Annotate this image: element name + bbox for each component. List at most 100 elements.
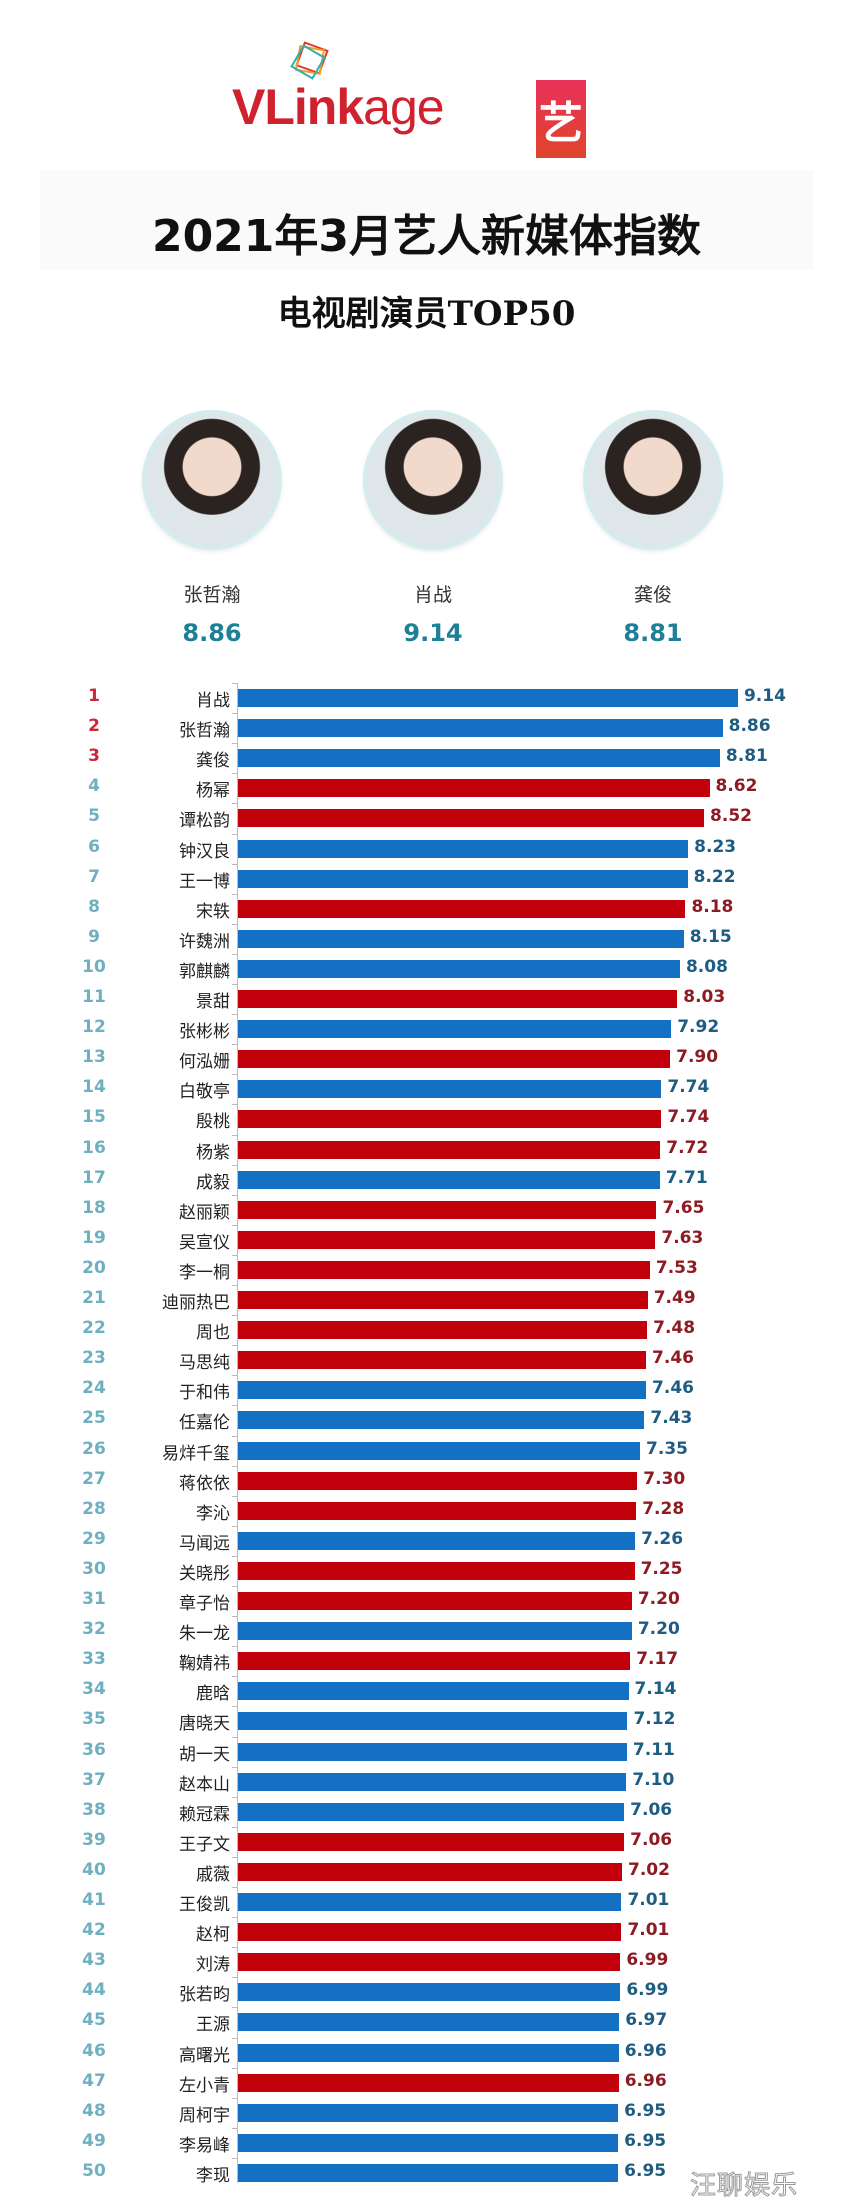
axis-tick: [232, 953, 238, 955]
chart-row: 15 殷桃 7.74: [0, 1104, 853, 1134]
bar: [238, 990, 678, 1008]
rank-number: 46: [82, 2040, 106, 2061]
chart-row: 11 景甜 8.03: [0, 984, 853, 1014]
rank-number: 2: [88, 716, 100, 737]
rank-number: 1: [88, 686, 100, 706]
chart-row: 8 宋轶 8.18: [0, 894, 853, 924]
rank-number: 48: [82, 2100, 106, 2121]
actor-name: 章子怡: [179, 1594, 230, 1614]
value-label: 7.74: [667, 1107, 710, 1128]
value-label: 6.99: [626, 1950, 669, 1971]
chart-row: 37 赵本山 7.10: [0, 1767, 853, 1797]
chart-row: 4 杨幂 8.62: [0, 773, 853, 803]
rank-number: 23: [82, 1348, 106, 1369]
actor-name: 周也: [196, 1323, 230, 1344]
value-label: 7.17: [636, 1649, 679, 1670]
bar: [238, 1561, 635, 1580]
chart-row: 28 李沁 7.28: [0, 1496, 853, 1526]
bar: [238, 1622, 632, 1641]
bar: [238, 869, 688, 888]
page-subtitle: 电视剧演员TOP50: [277, 294, 576, 334]
axis-tick: [232, 1104, 238, 1106]
chart-row: 41 王俊凯 7.01: [0, 1887, 853, 1917]
rank-number: 22: [82, 1318, 106, 1339]
bar: [238, 1441, 641, 1460]
chart-row: 32 朱一龙 7.20: [0, 1616, 853, 1646]
value-label: 7.90: [676, 1047, 719, 1068]
actor-name: 宋轶: [196, 901, 230, 922]
actor-name: 胡一天: [179, 1744, 230, 1765]
rank-number: 12: [82, 1017, 106, 1038]
value-label: 7.12: [633, 1709, 676, 1730]
axis-tick: [232, 893, 238, 895]
chart-row: 18 赵丽颖 7.65: [0, 1195, 853, 1225]
value-label: 7.26: [641, 1528, 684, 1549]
chart-row: 27 蒋依依 7.30: [0, 1466, 853, 1496]
axis-tick: [232, 1706, 238, 1708]
page-title: 2021年3月艺人新媒体指数: [151, 211, 702, 262]
rank-number: 40: [82, 1859, 106, 1880]
chart-row: 12 张彬彬 7.92: [0, 1014, 853, 1044]
value-label: 6.97: [625, 2010, 668, 2031]
y-axis: [237, 683, 238, 2183]
rank-number: 24: [82, 1378, 106, 1399]
value-label: 7.10: [632, 1769, 675, 1790]
bar: [238, 1531, 636, 1550]
watermark: 汪聊娱乐: [689, 2171, 799, 2202]
chart-row: 39 王子文 7.06: [0, 1827, 853, 1857]
chart-row: 43 刘涛 6.99: [0, 1947, 853, 1977]
bar: [238, 1501, 637, 1520]
axis-tick: [232, 1435, 238, 1437]
actor-name: 唐晓天: [179, 1714, 230, 1735]
podium-item: 张哲瀚 8.86: [132, 410, 292, 647]
bar: [238, 1592, 632, 1610]
actor-name: 张哲瀚: [179, 721, 230, 742]
bar: [238, 1832, 625, 1851]
value-label: 7.63: [661, 1227, 704, 1248]
rank-number: 5: [88, 806, 100, 827]
axis-tick: [232, 1676, 238, 1678]
actor-name: 刘涛: [196, 1955, 230, 1976]
value-label: 7.43: [650, 1408, 693, 1429]
rank-number: 19: [82, 1227, 106, 1248]
bar: [238, 749, 720, 768]
chart-row: 19 吴宣仪 7.63: [0, 1225, 853, 1255]
podium-score: 9.14: [403, 619, 463, 647]
axis-tick: [232, 1887, 238, 1888]
axis-tick: [232, 2067, 238, 2069]
value-label: 8.08: [685, 956, 728, 977]
actor-name: 钟汉良: [179, 841, 230, 862]
axis-tick: [232, 803, 238, 805]
value-label: 7.06: [630, 1829, 673, 1850]
actor-name: 王子文: [179, 1834, 230, 1855]
chart-row: 47 左小青 6.96: [0, 2068, 853, 2098]
bar-chart: 1 肖战 9.14 2 张哲瀚 8.86 3 龚俊 8.81 4 杨幂 8.62 5 谭松韵 8.52 6 钟汉…: [0, 683, 853, 2186]
actor-name: 许魏洲: [179, 931, 230, 952]
avatar: [583, 410, 723, 550]
value-label: 6.95: [624, 2100, 667, 2121]
axis-tick: [232, 1194, 238, 1196]
bar: [238, 719, 723, 738]
vlinkage-logo-text: VLinkage: [232, 79, 445, 135]
value-label: 6.99: [626, 1980, 669, 2001]
chart-row: 30 关晓彤 7.25: [0, 1556, 853, 1586]
value-label: 7.20: [637, 1589, 680, 1609]
actor-name: 王源: [196, 2015, 230, 2036]
chart-row: 29 马闻远 7.26: [0, 1526, 853, 1556]
axis-tick: [232, 1586, 238, 1587]
axis-tick: [232, 1285, 238, 1286]
bar: [238, 1230, 656, 1249]
value-label: 7.02: [627, 1859, 670, 1880]
actor-name: 左小青: [179, 2075, 230, 2096]
axis-tick: [232, 1044, 238, 1046]
value-label: 7.46: [652, 1348, 694, 1369]
actor-name: 杨幂: [196, 781, 230, 802]
actor-name: 赵柯: [196, 1925, 230, 1946]
value-label: 7.06: [630, 1799, 673, 1820]
actor-name: 高曙光: [179, 2045, 230, 2066]
actor-name: 肖战: [196, 691, 230, 711]
bar: [238, 1200, 657, 1219]
actor-name: 王俊凯: [179, 1895, 230, 1915]
chart-row: 5 谭松韵 8.52: [0, 803, 853, 833]
actor-name: 吴宣仪: [179, 1232, 230, 1253]
